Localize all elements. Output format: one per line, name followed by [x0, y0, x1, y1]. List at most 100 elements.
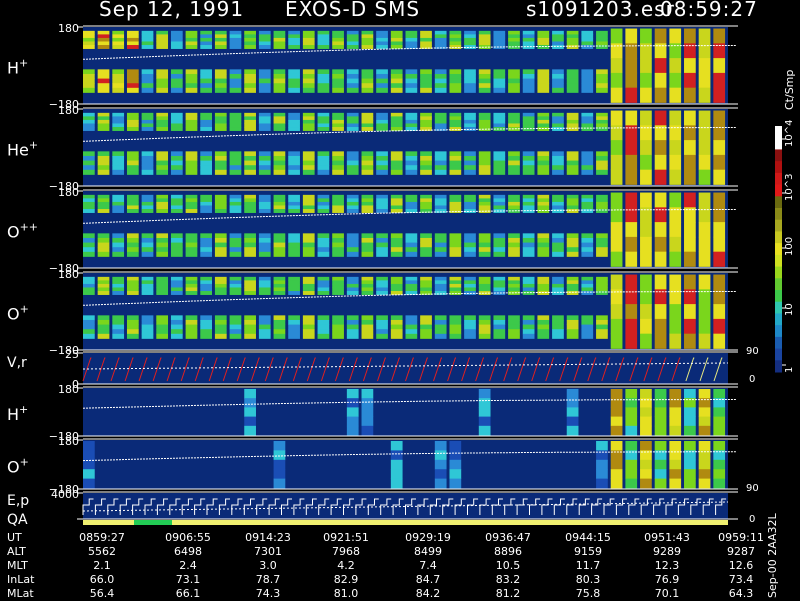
spectrogram-cell	[244, 329, 256, 335]
spectrogram-cell	[625, 58, 638, 74]
spectrogram-cell	[346, 83, 359, 89]
spectrogram-cell	[244, 407, 256, 418]
spectrogram-cell	[596, 242, 608, 248]
spectrogram-cell	[317, 324, 330, 330]
colorbar-segment	[775, 254, 782, 268]
spectrogram-cell	[97, 276, 110, 281]
spectrogram-cell	[346, 198, 359, 203]
spectrogram-cell	[464, 201, 476, 206]
spectrogram-cell	[596, 440, 608, 451]
spectrogram-cell	[112, 280, 125, 285]
spectrogram-cell	[170, 242, 183, 248]
spectrogram-cell	[713, 398, 726, 408]
spectrogram-cell	[420, 116, 432, 121]
spectrogram-cell	[522, 242, 535, 248]
spectrogram-cell	[288, 280, 300, 285]
spectrogram-cell	[434, 450, 447, 461]
orbit-cell: 84.7	[415, 573, 441, 586]
spectrogram-cell	[317, 30, 330, 35]
spectrogram-cell	[244, 112, 256, 117]
spectrogram-cell	[610, 251, 623, 267]
spectrogram-cell	[214, 78, 227, 84]
spectrogram-cell	[493, 123, 506, 128]
spectrogram-cell	[449, 83, 462, 89]
spectrogram-cell	[464, 233, 476, 239]
spectrogram-cell	[669, 125, 682, 141]
spectrogram-cell	[537, 209, 550, 213]
spectrogram-cell	[640, 450, 652, 461]
spectrogram-cell	[596, 116, 608, 121]
spectrogram-cell	[522, 251, 535, 257]
spectrogram-cell	[420, 276, 432, 281]
spectrogram-cell	[640, 87, 652, 103]
spectrogram-cell	[684, 28, 696, 44]
panel-tick-bottom: −180	[49, 262, 79, 275]
spectrogram-cell	[405, 291, 418, 295]
orbit-cell: 8896	[494, 545, 522, 558]
spectrogram-cell	[273, 116, 286, 121]
spectrogram-cell	[478, 333, 491, 339]
spectrogram-cell	[244, 425, 256, 436]
spectrogram-cell	[141, 251, 154, 257]
spectrogram-cell	[346, 160, 359, 166]
spectrogram-cell	[434, 112, 447, 117]
spectrogram-cell	[449, 459, 462, 470]
spectrogram-cell	[684, 125, 696, 141]
orbit-cell: 75.8	[575, 587, 601, 600]
spectrogram-cell	[434, 329, 447, 335]
panel-tick-bottom: −180	[49, 483, 79, 496]
spectrogram-cell	[83, 78, 95, 84]
spectrogram-cell	[229, 251, 242, 257]
colorbar-tick-label: 10	[784, 303, 795, 316]
spectrogram-cell	[97, 34, 110, 39]
spectrogram-cell	[434, 283, 447, 288]
spectrogram-cell	[361, 247, 374, 253]
spectrogram-cell	[361, 30, 374, 35]
spectrogram-cell	[464, 155, 476, 161]
spectrogram-cell	[552, 30, 564, 35]
spectrogram-cell	[610, 43, 623, 59]
panel-tick-bottom: −180	[49, 180, 79, 193]
spectrogram-cell	[170, 333, 183, 339]
spectrogram-cell	[390, 209, 403, 213]
spectrogram-cell	[508, 151, 520, 157]
spectrogram-cell	[141, 30, 154, 35]
spectrogram-cell	[493, 315, 506, 321]
spectrogram-cell	[83, 37, 95, 42]
spectrogram-cell	[229, 151, 242, 157]
spectrogram-cell	[522, 233, 535, 239]
spectrogram-cell	[332, 45, 344, 49]
spectrogram-cell	[361, 425, 374, 436]
spectrogram-cell	[141, 45, 154, 49]
spectrogram-cell	[97, 30, 110, 35]
spectrogram-cell	[405, 127, 418, 131]
spectrogram-cell	[244, 160, 256, 166]
spectrogram-cell	[654, 236, 667, 253]
spectrogram-cell	[713, 207, 726, 223]
spectrogram-cell	[434, 333, 447, 339]
spectrogram-cell	[390, 87, 403, 93]
panel-label: He+	[7, 139, 38, 160]
spectrogram-cell	[390, 251, 403, 257]
spectrogram-cell	[332, 319, 344, 325]
spectrogram-cell	[566, 398, 579, 408]
spectrogram-cell	[346, 78, 359, 84]
spectrogram-cell	[200, 291, 212, 295]
spectrogram-cell	[83, 478, 95, 489]
spectrogram-cell	[200, 155, 212, 161]
spectrogram-cell	[376, 333, 388, 339]
spectrogram-cell	[302, 276, 315, 281]
spectrogram-cell	[376, 112, 388, 117]
spectrogram-cell	[654, 28, 667, 44]
spectrogram-cell	[214, 329, 227, 335]
spectrogram-cell	[361, 205, 374, 210]
spectrogram-cell	[610, 236, 623, 253]
spectrogram-cell	[390, 123, 403, 128]
spectrogram-cell	[112, 319, 125, 325]
spectrogram-cell	[508, 127, 520, 131]
spectrogram-cell	[493, 287, 506, 292]
orbit-cell: 73.4	[728, 573, 754, 586]
spectrogram-cell	[258, 198, 271, 203]
spectrogram-cell	[478, 209, 491, 213]
spectrogram-cell	[478, 276, 491, 281]
